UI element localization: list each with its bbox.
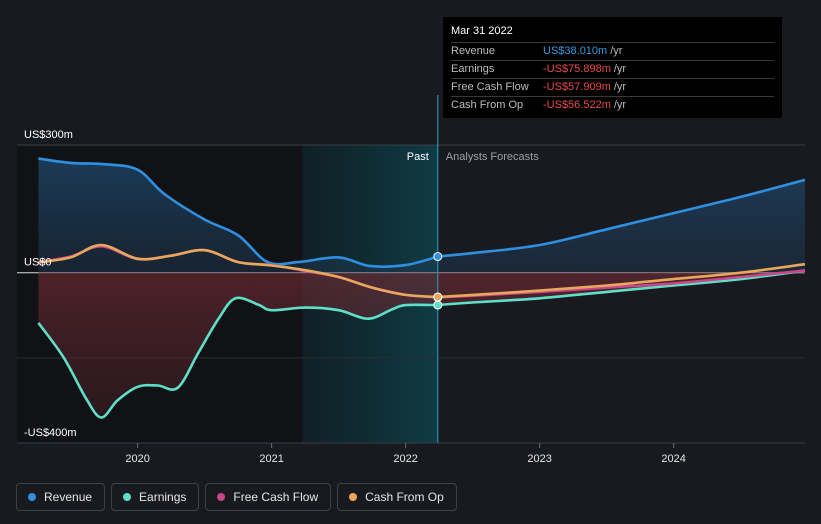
cash-from-op-past-line [38, 243, 438, 299]
tooltip-date: Mar 31 2022 [451, 24, 774, 43]
legend-item-earnings[interactable]: Earnings [111, 483, 200, 511]
tooltip-unit: /yr [613, 81, 627, 93]
cash-from-op-forecast-line [437, 262, 806, 299]
tooltip-label: Free Cash Flow [451, 81, 529, 93]
y-tick-label: US$0 [24, 257, 52, 269]
earnings-past-line [37, 296, 438, 419]
legend-label: Earnings [139, 490, 187, 504]
x-tick-label: 2023 [527, 453, 551, 465]
revenue-dot-icon [28, 493, 36, 501]
highlight-markers [433, 252, 443, 310]
tooltip-label: Revenue [451, 45, 496, 57]
tooltip-value: -US$75.898m [543, 63, 611, 75]
legend-label: Free Cash Flow [233, 490, 319, 504]
past-zone-label: Past [407, 151, 429, 163]
legend-item-free-cash-flow[interactable]: Free Cash Flow [205, 483, 332, 511]
legend-item-revenue[interactable]: Revenue [16, 483, 106, 511]
tooltip-row-revenue: Revenue US$38.010m /yr [451, 43, 774, 61]
tooltip-label: Cash From Op [451, 99, 524, 111]
tooltip-value: -US$56.522m [543, 99, 611, 111]
free-cash-flow-dot-icon [217, 493, 226, 501]
earnings-marker [433, 300, 443, 310]
tooltip-value: US$38.010m [543, 45, 608, 57]
forecast-zone-label: Analysts Forecasts [446, 151, 539, 163]
revenue-marker [433, 252, 443, 262]
legend-label: Cash From Op [365, 490, 444, 504]
cash-from-op-dot-icon [349, 493, 358, 501]
legend-item-cash-from-op[interactable]: Cash From Op [337, 483, 457, 511]
series-lines [37, 157, 806, 419]
tooltip-value: -US$57.909m [543, 81, 611, 93]
earnings-forecast-line [437, 269, 806, 307]
y-tick-label: -US$400m [24, 427, 77, 439]
chart-legend: Revenue Earnings Free Cash Flow Cash Fro… [16, 483, 457, 511]
x-tick-label: 2022 [393, 453, 417, 465]
revenue-forecast-line [437, 178, 806, 258]
tooltip-row-earnings: Earnings -US$75.898m /yr [451, 61, 774, 79]
x-tick-label: 2020 [125, 453, 149, 465]
cash-from-op-marker [433, 292, 443, 302]
y-tick-label: US$300m [24, 129, 73, 141]
tooltip-unit: /yr [610, 45, 623, 57]
tooltip-unit: /yr [613, 99, 627, 111]
x-tick-label: 2021 [259, 453, 283, 465]
revenue-past-line [38, 157, 439, 268]
earnings-dot-icon [123, 493, 132, 501]
x-tick-label: 2024 [661, 453, 685, 465]
tooltip-row-free-cash-flow: Free Cash Flow -US$57.909m /yr [451, 79, 774, 97]
data-tooltip: Mar 31 2022 Revenue US$38.010m /yr Earni… [443, 17, 782, 118]
y-axis-labels: US$300m US$0 -US$400m [24, 129, 77, 439]
legend-label: Revenue [44, 490, 93, 504]
tooltip-unit: /yr [613, 63, 627, 75]
tooltip-row-cash-from-op: Cash From Op -US$56.522m /yr [451, 97, 774, 114]
revenue-area [38, 158, 805, 273]
tooltip-label: Earnings [451, 63, 495, 75]
x-axis-ticks: 2020 2021 2022 2023 2024 [125, 443, 686, 465]
